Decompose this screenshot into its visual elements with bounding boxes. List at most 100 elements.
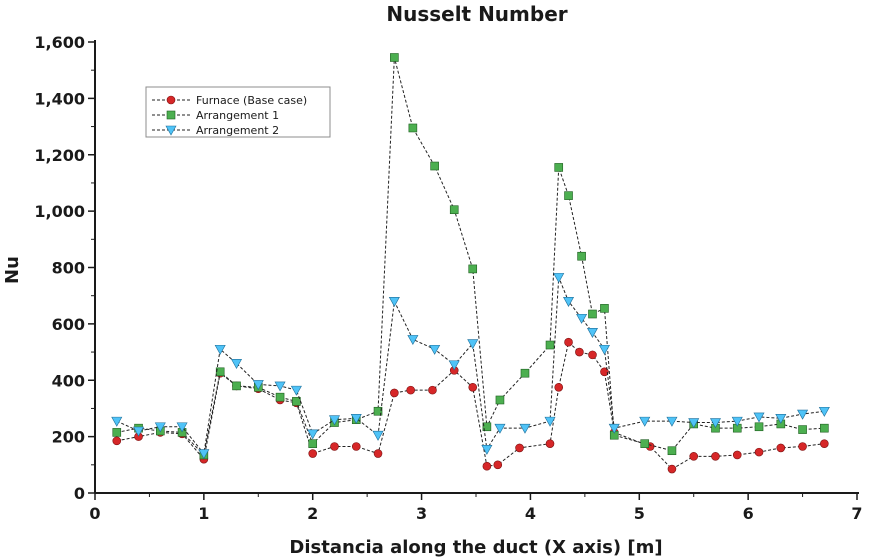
series-3-point — [494, 423, 506, 434]
series-2-point — [408, 123, 418, 133]
series-1-point — [667, 464, 677, 474]
series-1-point — [600, 367, 609, 377]
legend-box — [145, 86, 331, 138]
series-2-point — [275, 392, 285, 402]
x-tick-label: 6 — [743, 504, 754, 523]
series-1-point — [406, 385, 415, 395]
series-2-point — [430, 161, 439, 171]
series-3-point — [753, 412, 765, 423]
series-3-line — [116, 277, 825, 455]
series-2-point — [373, 406, 383, 416]
series-3-point — [467, 339, 479, 350]
series-1-point — [564, 337, 573, 347]
series-2-point — [754, 422, 764, 432]
series-3-point — [111, 416, 123, 427]
series-3-point — [388, 297, 400, 307]
series-1-point — [545, 439, 555, 448]
y-tick-label: 1,200 — [34, 146, 85, 165]
x-tick-label: 0 — [89, 504, 100, 523]
series-3-point — [407, 335, 419, 345]
series-3-point — [350, 414, 362, 424]
series-2-point — [554, 163, 564, 172]
series-2-point — [482, 422, 492, 432]
series-2-point — [520, 368, 530, 378]
y-tick-label: 1,600 — [34, 33, 85, 52]
series-3-point — [563, 297, 575, 307]
x-tick-label: 2 — [307, 504, 318, 523]
legend-marker — [165, 125, 177, 136]
series-2-point — [545, 340, 555, 350]
legend-marker — [166, 110, 176, 120]
series-3-point — [328, 415, 340, 426]
y-tick-label: 400 — [52, 371, 85, 390]
series-1-point — [308, 449, 318, 458]
series-1-point — [351, 442, 361, 451]
series-layer — [111, 53, 830, 474]
series-2-point — [577, 251, 586, 261]
series-1-point — [493, 460, 503, 470]
series-1-point — [820, 439, 829, 448]
series-3-point — [448, 360, 460, 371]
series-3-point — [709, 418, 721, 429]
series-3-point — [688, 418, 700, 429]
series-3-point — [608, 423, 620, 434]
x-tick-label: 1 — [198, 504, 209, 523]
series-3-point — [666, 416, 678, 427]
y-tick-label: 0 — [74, 484, 85, 503]
series-3-point — [553, 273, 565, 283]
legend-label: Arrangement 2 — [196, 124, 279, 137]
series-3-point — [797, 409, 809, 420]
y-tick-label: 200 — [52, 428, 85, 447]
series-1-point — [554, 382, 564, 392]
series-3-point — [598, 344, 610, 355]
series-1-point — [575, 347, 584, 357]
series-1-line — [116, 341, 825, 470]
series-3-point — [775, 414, 787, 424]
series-3-point — [133, 426, 145, 437]
series-3-point — [481, 445, 493, 455]
series-2-point — [495, 395, 505, 405]
series-2-point — [468, 264, 478, 274]
legend-entry-1: Furnace (Base case) — [152, 94, 307, 107]
series-2-point — [449, 205, 459, 215]
series-1-point — [112, 436, 122, 446]
series-1-point — [776, 443, 786, 453]
series-2-point — [798, 425, 807, 434]
series-2-point — [308, 439, 318, 448]
legend-entry-3: Arrangement 2 — [152, 124, 279, 137]
x-tick-label: 3 — [416, 504, 427, 523]
series-2-point — [667, 446, 677, 456]
y-tick-label: 800 — [52, 259, 85, 278]
y-tick-label: 1,000 — [34, 202, 85, 221]
series-3-point — [544, 416, 556, 427]
axes: 0 1 2 3 4 5 6 7 0 200 400 600 800 1,000 1,200 1,400 1,60… — [34, 33, 862, 523]
series-2-point — [564, 191, 573, 200]
series-2-point — [588, 309, 597, 319]
series-1 — [112, 337, 829, 474]
series-2-point — [820, 423, 829, 433]
x-tick-label: 5 — [634, 504, 645, 523]
series-3-point — [198, 449, 210, 460]
series-3-point — [307, 429, 319, 440]
series-1-point — [754, 447, 764, 457]
series-1-point — [711, 452, 720, 461]
series-3-point — [818, 406, 830, 417]
series-2-point — [640, 439, 650, 448]
series-1-point — [428, 385, 437, 395]
series-3-point — [252, 380, 264, 391]
series-1-point — [468, 382, 478, 392]
series-2-point — [232, 381, 241, 391]
legend-label: Arrangement 1 — [196, 109, 279, 122]
series-3-point — [519, 423, 531, 434]
series-1-point — [588, 350, 597, 360]
series-3-point — [372, 430, 384, 441]
series-1-point — [390, 388, 399, 398]
legend-marker — [166, 95, 176, 105]
series-2-point — [600, 304, 609, 313]
series-1-point — [798, 442, 807, 451]
series-3-point — [731, 416, 743, 427]
series-1-point — [330, 442, 339, 451]
chart-title: Nusselt Number — [386, 2, 567, 26]
series-1-point — [373, 449, 383, 458]
